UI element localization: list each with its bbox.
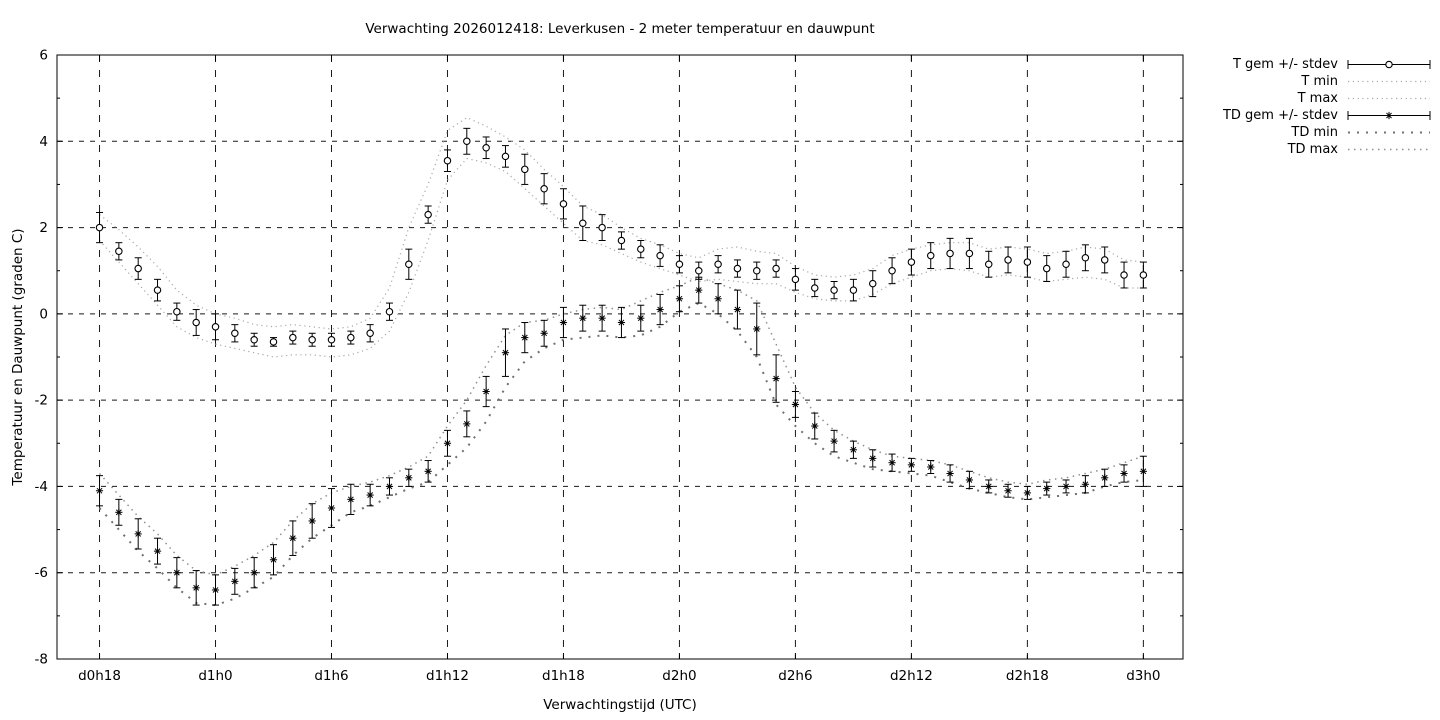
legend-sample-errorbar-circle-icon (1347, 60, 1431, 69)
svg-text:0: 0 (39, 306, 48, 322)
legend-label-td-max: TD max (1287, 142, 1338, 157)
x-axis-label: Verwachtingstijd (UTC) (543, 697, 697, 713)
legend-label-t-mean: T gem +/- stdev (1232, 57, 1338, 72)
svg-text:d2h12: d2h12 (890, 668, 933, 684)
legend-item-td-min: TD min (1186, 124, 1438, 141)
legend-item-t-mean: T gem +/- stdev (1186, 56, 1438, 73)
svg-text:-2: -2 (35, 393, 48, 409)
svg-text:d2h6: d2h6 (778, 668, 812, 684)
legend-label-t-max: T max (1297, 91, 1338, 106)
chart-title: Verwachting 2026012418: Leverkusen - 2 m… (365, 21, 875, 37)
svg-text:d0h18: d0h18 (78, 668, 121, 684)
svg-text:-8: -8 (35, 652, 48, 668)
svg-text:d2h0: d2h0 (662, 668, 696, 684)
y-axis-label: Temperatuur en Dauwpunt (graden C) (10, 228, 26, 486)
legend-item-t-min: T min (1186, 73, 1438, 90)
legend-label-t-min: T min (1301, 74, 1338, 89)
svg-text:d3h0: d3h0 (1126, 668, 1160, 684)
legend-sample-coarse-dotted-line-icon (1348, 131, 1430, 134)
svg-text:d1h6: d1h6 (314, 668, 348, 684)
svg-text:6: 6 (39, 48, 48, 64)
legend-label-td-mean: TD gem +/- stdev (1222, 108, 1338, 123)
legend-sample-errorbar-asterisk-icon (1347, 111, 1431, 120)
svg-text:d2h18: d2h18 (1006, 668, 1049, 684)
legend-item-td-mean: TD gem +/- stdev (1186, 107, 1438, 124)
svg-text:-4: -4 (35, 479, 48, 495)
svg-text:d1h18: d1h18 (542, 668, 585, 684)
legend-label-td-min: TD min (1291, 125, 1338, 140)
svg-text:2: 2 (39, 220, 48, 236)
legend-sample-dotted-line-icon (1348, 148, 1430, 151)
svg-text:-6: -6 (35, 565, 48, 581)
legend-sample-dotted-line-icon (1348, 80, 1430, 83)
chart-legend: T gem +/- stdev T min T max TD gem +/- s… (1186, 56, 1438, 158)
svg-text:4: 4 (39, 134, 48, 150)
legend-item-t-max: T max (1186, 90, 1438, 107)
legend-sample-dotted-line-icon (1348, 97, 1430, 100)
svg-text:d1h12: d1h12 (426, 668, 469, 684)
svg-text:d1h0: d1h0 (198, 668, 232, 684)
legend-item-td-max: TD max (1186, 141, 1438, 158)
